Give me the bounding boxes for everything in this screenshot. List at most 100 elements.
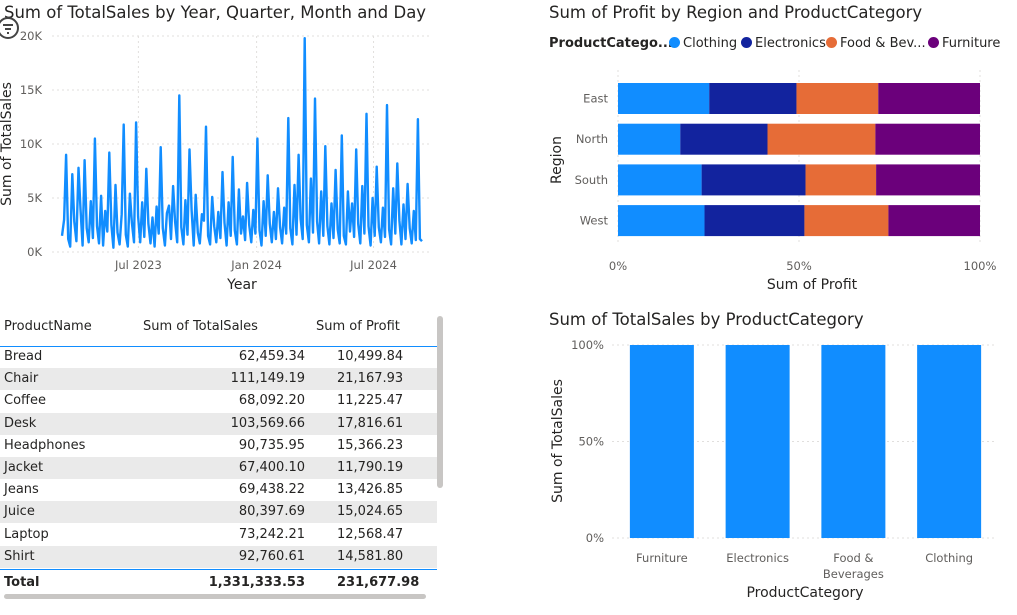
line-x-axis-title: Year: [226, 277, 257, 293]
stacked-bar-segment[interactable]: [618, 83, 710, 114]
table-row[interactable]: Chair 111,149.19 21,167.93: [0, 368, 437, 391]
legend-item-furniture[interactable]: Furniture: [928, 36, 1000, 51]
line-chart: 0K 5K 10K 15K 20K Jul 2023 Jan 2024 Jul 2024 Y…: [0, 29, 432, 293]
legend-item-food[interactable]: Food & Bev...: [826, 36, 926, 51]
line-y-axis-title: Sum of TotalSales: [0, 82, 15, 206]
cell-profit: 13,426.85: [337, 482, 404, 498]
legend-title: ProductCatego...: [549, 36, 673, 51]
table-row[interactable]: Desk 103,569.66 17,816.61: [0, 412, 437, 435]
focus-mode-icon[interactable]: [0, 16, 20, 40]
table-row[interactable]: Shirt 92,760.61 14,581.80: [0, 545, 437, 568]
cell-productname: Desk: [4, 415, 37, 431]
column-x-tick-label: Furniture: [636, 551, 688, 565]
table-header: ProductName Sum of TotalSales Sum of Pro…: [0, 311, 437, 347]
column-y-tick-label: 0%: [586, 531, 604, 545]
cell-profit: 17,816.61: [337, 415, 404, 431]
stack-y-axis-title: Region: [549, 136, 565, 184]
cell-productname: Chair: [4, 371, 39, 387]
stack-x-tick-label: 100%: [964, 259, 997, 273]
line-y-tick-label: 10K: [20, 137, 43, 151]
stacked-bar-segment[interactable]: [805, 164, 877, 196]
cell-productname: Laptop: [4, 526, 49, 542]
table-row[interactable]: Headphones 90,735.95 15,366.23: [0, 435, 437, 457]
stacked-bar-segment[interactable]: [618, 205, 705, 237]
column-header-productname[interactable]: ProductName: [4, 319, 92, 334]
line-y-tick-label: 0K: [27, 245, 42, 259]
cell-productname: Jeans: [4, 482, 39, 498]
region-label: South: [575, 173, 608, 187]
stacked-bar-segment[interactable]: [888, 205, 980, 237]
stacked-bar-chart: 0% 50% 100% East North South West Sum of Profit…: [549, 70, 997, 293]
table-row[interactable]: Coffee 68,092.20 11,225.47: [0, 390, 437, 412]
cell-productname: Coffee: [4, 393, 46, 409]
line-series: [60, 37, 423, 249]
column-header-profit[interactable]: Sum of Profit: [316, 319, 400, 334]
stacked-bar-segment[interactable]: [876, 164, 980, 196]
stacked-bar-segment[interactable]: [701, 164, 806, 196]
data-table: ProductName Sum of TotalSales Sum of Pro…: [0, 311, 437, 596]
cell-productname: Bread: [4, 349, 43, 364]
column-y-tick-label: 100%: [571, 338, 604, 352]
cell-profit: 11,225.47: [337, 393, 404, 409]
line-y-tick-label: 5K: [27, 191, 42, 205]
stacked-bar-segment[interactable]: [796, 83, 879, 114]
stacked-bar-segment[interactable]: [767, 123, 876, 155]
total-label: Total: [4, 575, 40, 590]
column-header-totalsales[interactable]: Sum of TotalSales: [143, 319, 258, 334]
table-horizontal-scrollbar[interactable]: [4, 594, 426, 599]
stack-x-axis-title: Sum of Profit: [767, 277, 858, 293]
stacked-bar-segment[interactable]: [680, 123, 768, 155]
column-y-axis-title: Sum of TotalSales: [550, 379, 566, 503]
stack-x-tick-label: 50%: [786, 259, 812, 273]
region-label: East: [583, 92, 608, 106]
cell-profit: 14,581.80: [337, 548, 404, 564]
column-x-tick-label: Clothing: [925, 551, 973, 565]
cell-profit: 15,366.23: [337, 437, 404, 453]
column-bar[interactable]: [821, 345, 886, 538]
table-row[interactable]: Laptop 73,242.21 12,568.47: [0, 524, 437, 546]
stacked-bar-segment[interactable]: [704, 205, 805, 237]
column-bar[interactable]: [917, 345, 982, 538]
cell-totalsales: 90,735.95: [238, 437, 305, 453]
column-x-axis-title: ProductCategory: [746, 585, 863, 601]
stacked-bar-segment[interactable]: [878, 83, 980, 114]
table-row[interactable]: Juice 80,397.69 15,024.65: [0, 501, 437, 524]
cell-totalsales: 62,459.34: [238, 349, 305, 364]
cell-productname: Shirt: [4, 548, 35, 564]
cell-profit: 10,499.84: [337, 349, 404, 364]
stacked-chart-title: Sum of Profit by Region and ProductCateg…: [549, 3, 923, 22]
stacked-bar-segment[interactable]: [875, 123, 980, 155]
column-bar[interactable]: [725, 345, 790, 538]
table-row[interactable]: Bread 62,459.34 10,499.84: [0, 346, 437, 368]
cell-totalsales: 80,397.69: [238, 504, 305, 520]
table-vertical-scrollbar[interactable]: [437, 316, 443, 488]
stacked-bar-segment[interactable]: [618, 164, 702, 196]
cell-totalsales: 111,149.19: [230, 371, 305, 387]
stacked-bar-segment[interactable]: [618, 123, 681, 155]
line-x-tick-label: Jul 2023: [114, 258, 162, 272]
cell-profit: 12,568.47: [337, 526, 404, 542]
table-row[interactable]: Jeans 69,438.22 13,426.85: [0, 479, 437, 501]
table-total-row: Total 1,331,333.53 231,677.98: [0, 569, 437, 596]
cell-totalsales: 73,242.21: [238, 526, 305, 542]
cell-productname: Juice: [4, 504, 35, 520]
cell-profit: 11,790.19: [337, 460, 404, 475]
legend-item-clothing[interactable]: Clothing: [669, 36, 737, 51]
legend-item-electronics[interactable]: Electronics: [741, 36, 826, 51]
line-y-tick-label: 20K: [20, 29, 43, 43]
stacked-bar-segment[interactable]: [804, 205, 889, 237]
column-bar[interactable]: [629, 345, 694, 538]
table-row[interactable]: Jacket 67,400.10 11,790.19: [0, 457, 437, 479]
cell-totalsales: 92,760.61: [238, 548, 305, 564]
line-y-tick-label: 15K: [20, 83, 43, 97]
cell-profit: 15,024.65: [337, 504, 404, 520]
cell-productname: Jacket: [4, 460, 44, 475]
stacked-bar-segment[interactable]: [709, 83, 797, 114]
cell-totalsales: 67,400.10: [238, 460, 305, 475]
column-chart: 0% 50% 100% Furniture Electronics Food & Bever…: [550, 338, 995, 601]
column-chart-title: Sum of TotalSales by ProductCategory: [549, 310, 864, 329]
stack-x-tick-label: 0%: [609, 259, 627, 273]
cell-totalsales: 69,438.22: [238, 482, 305, 498]
region-label: North: [576, 132, 608, 146]
column-y-tick-label: 50%: [578, 435, 604, 449]
